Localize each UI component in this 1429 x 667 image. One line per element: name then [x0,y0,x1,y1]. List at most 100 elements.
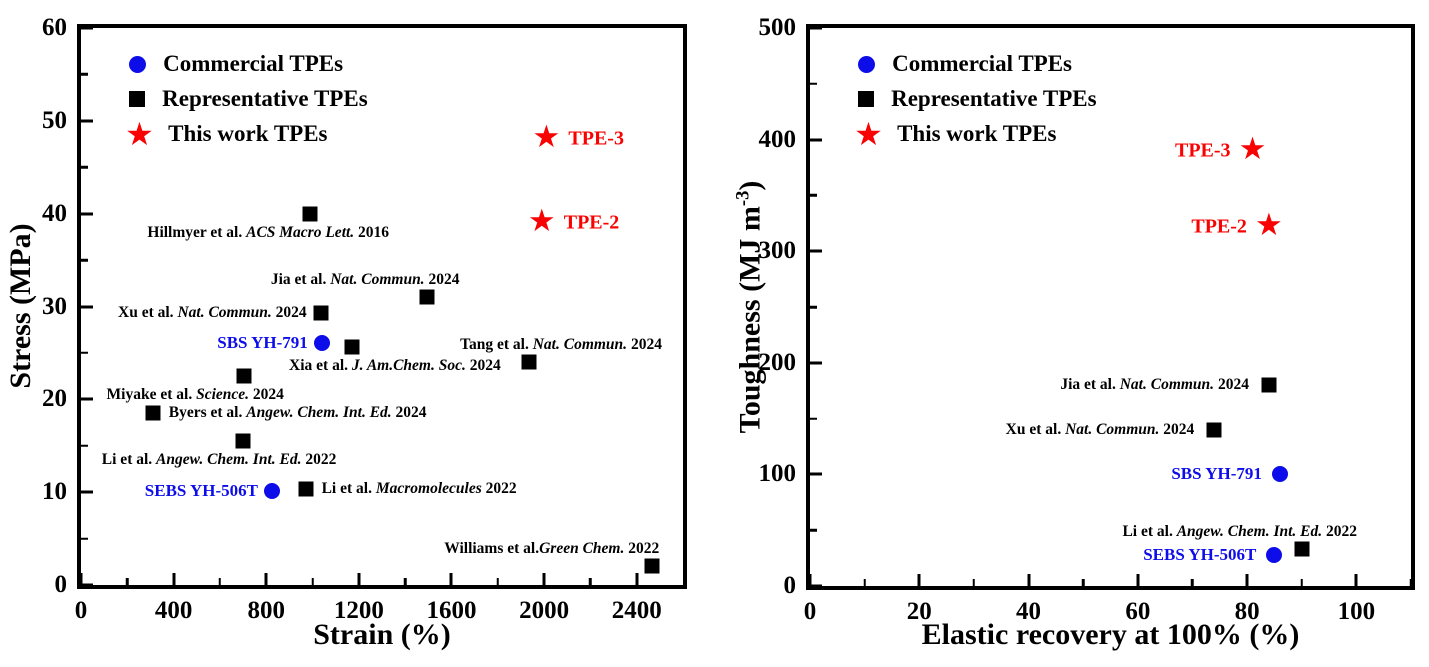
data-point-label: TPE-3 [568,127,624,150]
data-point-label: TPE-2 [563,211,620,234]
y-tick-major [810,249,822,253]
data-point-square [236,368,252,384]
y-tick-minor [810,417,817,420]
data-point-square [419,289,435,305]
y-tick-minor [81,166,88,169]
y-tick-major [810,584,822,588]
legend-label: This work TPEs [897,121,1057,147]
data-point-circle [1266,546,1283,563]
x-tick-major [449,573,453,585]
x-tick-label: 2000 [519,597,570,624]
plot-area: 0 20 40 60 80 100 0 100 200 300 400 500 Commercial T… [759,14,1415,625]
data-point-square [344,339,360,355]
x-tick-major [1354,574,1358,586]
data-point-circle [264,483,281,500]
y-tick-major [81,305,93,308]
x-tick-major [264,573,268,585]
data-point-square [644,558,660,574]
data-point-square [313,305,329,321]
y-axis-title-text: Toughness (MJ m-3) [732,180,767,434]
x-tick-major [1245,574,1249,586]
data-point-square [1261,377,1277,393]
y-tick-minor [81,258,88,262]
x-tick-label: 400 [154,597,193,624]
data-point-square [302,206,318,222]
x-tick-minor [126,578,129,585]
y-tick-label: 300 [758,237,797,265]
x-tick-label: 80 [1234,598,1260,625]
x-tick-label: 800 [247,597,285,624]
x-axis-title-elastic-recovery: Elastic recovery at 100% (%) [921,618,1300,651]
y-tick-minor [81,351,88,355]
x-tick-major [1027,574,1031,586]
y-tick-label: 20 [42,385,67,413]
y-tick-label: 0 [783,572,797,599]
x-tick-major [79,573,83,585]
x-tick-major [635,573,639,585]
data-point-square [1206,422,1222,438]
legend-item: ★ This work TPEs [125,118,368,150]
x-tick-minor [1300,579,1303,586]
y-tick-major [81,397,93,401]
y-tick-major [810,472,822,476]
data-point-circle [1271,466,1288,483]
data-point-star: ★ [1255,206,1283,243]
data-point-label: Byers et al. Angew. Chem. Int. Ed. 2024 [168,404,427,422]
x-tick-minor [403,578,407,585]
x-tick-minor [972,579,976,586]
legend-item: Representative TPEs [129,86,368,112]
x-tick-major [1136,574,1140,586]
data-point-label: Williams et al.Green Chem. 2022 [444,540,660,558]
y-tick-label: 200 [758,348,797,376]
data-point-square [521,354,537,370]
y-tick-minor [810,194,817,197]
legend-label: Commercial TPEs [892,51,1073,77]
legend-item: ★ This work TPEs [854,118,1097,150]
x-tick-minor [496,578,500,585]
x-tick-minor [589,578,592,585]
data-point-label: Xia et al. J. Am.Chem. Soc. 2024 [289,357,501,375]
y-tick-major [81,212,93,216]
y-tick-label: 50 [42,106,67,134]
y-tick-label: 30 [42,292,67,320]
data-point-square [298,481,314,497]
y-tick-major [81,26,93,30]
data-point-label: SBS YH-791 [217,332,308,352]
data-point-label: Li et al. Angew. Chem. Int. Ed. 2022 [1122,523,1357,541]
x-tick-label: 100 [1337,598,1376,625]
legend-label: Representative TPEs [891,86,1097,112]
legend-label: Commercial TPEs [163,51,344,77]
data-point-square [145,405,161,421]
legend-star-icon: ★ [854,115,883,154]
data-point-star: ★ [1238,130,1267,167]
x-tick-major [808,574,812,586]
legend-square-icon [858,91,875,108]
data-point-label: Xu et al. Nat. Commun. 2024 [118,303,307,321]
x-tick-label: 2400 [611,597,662,624]
data-point-label: Li et al. Macromolecules 2022 [321,480,517,498]
data-point-square [1294,541,1310,557]
data-point-label: Li et al. Angew. Chem. Int. Ed. 2022 [101,451,337,469]
x-tick-minor [1081,579,1085,586]
y-tick-label: 60 [42,14,67,41]
data-point-label: TPE-2 [1191,215,1247,238]
legend-label: Representative TPEs [162,86,368,112]
x-tick-minor [311,578,314,585]
legend-item: Commercial TPEs [129,51,368,77]
data-point-circle [313,334,330,351]
data-point-label: Tang et al. Nat. Commun. 2024 [460,336,662,354]
legend-item: Representative TPEs [858,86,1097,112]
y-tick-major [81,583,93,587]
y-tick-minor [810,305,817,309]
x-tick-major [172,573,176,585]
y-tick-major [81,119,93,123]
data-point-label: TPE-3 [1174,139,1231,162]
data-point-label: Hillmyer et al. ACS Macro Lett. 2016 [147,223,390,241]
legend: Commercial TPEs Representative TPEs ★ This … [854,51,1097,150]
plot-area: 0 400 800 1200 1600 2000 2400 0 10 20 30 40 50 60 Comm… [42,14,687,624]
y-tick-minor [81,73,88,76]
data-point-label: Jia et al. Nat. Commun. 2024 [270,271,460,289]
